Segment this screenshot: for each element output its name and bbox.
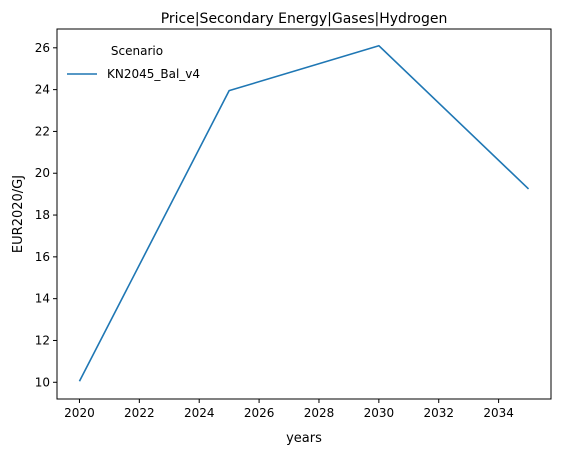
x-axis-label: years (286, 431, 322, 446)
x-axis-ticks: 2020 2022 2024 2026 2028 2030 2032 2034 (64, 399, 514, 420)
y-tick-label: 20 (35, 166, 50, 180)
y-tick-label: 24 (35, 83, 50, 97)
y-axis-ticks: 10 12 14 16 18 20 22 24 26 (35, 41, 57, 389)
x-tick-label: 2030 (364, 406, 395, 420)
legend-entry-label: KN2045_Bal_v4 (107, 67, 200, 81)
x-tick-label: 2028 (304, 406, 335, 420)
y-tick-label: 12 (35, 333, 50, 347)
y-tick-label: 14 (35, 292, 50, 306)
plot-frame (56, 28, 552, 400)
y-axis-label: EUR2020/GJ (11, 175, 26, 253)
chart-title: Price|Secondary Energy|Gases|Hydrogen (161, 11, 448, 27)
series-line-0 (78, 44, 530, 382)
x-tick-label: 2026 (244, 406, 275, 420)
y-tick-label: 22 (35, 124, 50, 138)
x-tick-label: 2020 (64, 406, 95, 420)
y-tick-label: 16 (35, 250, 50, 264)
legend: Scenario KN2045_Bal_v4 (67, 44, 200, 81)
y-tick-label: 10 (35, 375, 50, 389)
x-tick-label: 2034 (483, 406, 514, 420)
legend-title: Scenario (111, 44, 163, 58)
x-tick-label: 2022 (124, 406, 155, 420)
y-tick-label: 18 (35, 208, 50, 222)
series-layer (78, 44, 530, 382)
x-tick-label: 2024 (184, 406, 215, 420)
x-tick-label: 2032 (423, 406, 454, 420)
y-tick-label: 26 (35, 41, 50, 55)
